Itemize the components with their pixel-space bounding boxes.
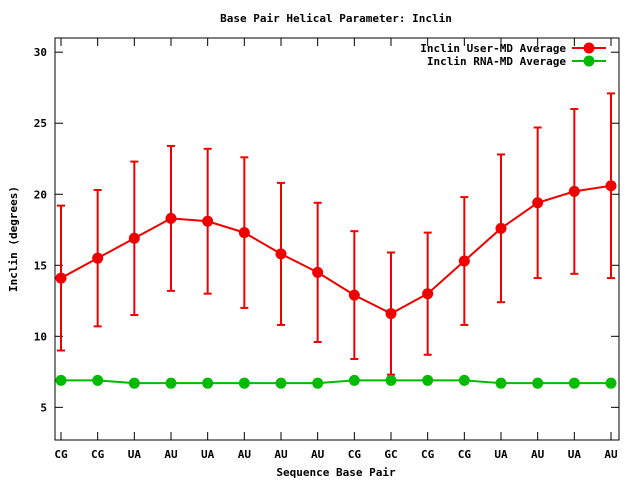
x-tick-label: AU bbox=[531, 448, 545, 461]
x-tick-label: AU bbox=[604, 448, 618, 461]
series-layer bbox=[55, 92, 617, 389]
data-point bbox=[275, 377, 287, 389]
data-point bbox=[348, 374, 360, 386]
series-line bbox=[61, 379, 611, 385]
data-point bbox=[128, 232, 140, 244]
legend-swatch-marker bbox=[583, 42, 595, 54]
data-point bbox=[495, 377, 507, 389]
data-point bbox=[92, 252, 104, 264]
y-tick-label: 15 bbox=[34, 259, 47, 272]
y-axis: 5 10 15 20 25 30 bbox=[34, 46, 619, 414]
x-tick-label: CG bbox=[348, 448, 362, 461]
x-tick-label: UA bbox=[201, 448, 215, 461]
data-point bbox=[568, 377, 580, 389]
data-point bbox=[568, 185, 580, 197]
series-group bbox=[55, 374, 617, 389]
data-point bbox=[385, 374, 397, 386]
y-tick-label: 25 bbox=[34, 117, 47, 130]
data-point bbox=[202, 377, 214, 389]
data-point bbox=[55, 374, 67, 386]
x-tick-label: CG bbox=[91, 448, 105, 461]
y-tick-label: 5 bbox=[40, 401, 47, 414]
x-tick-label: CG bbox=[54, 448, 68, 461]
y-tick-label: 30 bbox=[34, 46, 47, 59]
chart-title: Base Pair Helical Parameter: Inclin bbox=[220, 12, 452, 25]
x-tick-label: UA bbox=[494, 448, 508, 461]
data-point bbox=[458, 255, 470, 267]
data-point bbox=[55, 272, 67, 284]
data-point bbox=[422, 288, 434, 300]
data-point bbox=[532, 377, 544, 389]
x-tick-label: CG bbox=[421, 448, 435, 461]
data-point bbox=[92, 374, 104, 386]
data-point bbox=[458, 374, 470, 386]
y-axis-label: Inclin (degrees) bbox=[7, 186, 20, 292]
series-group bbox=[55, 92, 617, 376]
legend-swatch-marker bbox=[583, 55, 595, 67]
x-tick-label: UA bbox=[128, 448, 142, 461]
x-tick-label: AU bbox=[164, 448, 178, 461]
x-tick-label: AU bbox=[311, 448, 325, 461]
data-point bbox=[275, 248, 287, 260]
x-axis: CG CG UA AU UA AU AU AU CG GC CG CG UA AU UA AU bbox=[54, 38, 618, 461]
x-axis-label: Sequence Base Pair bbox=[276, 466, 396, 479]
legend-label: Inclin User-MD Average bbox=[420, 42, 566, 55]
plot-area bbox=[54, 37, 620, 441]
x-tick-label: AU bbox=[274, 448, 288, 461]
data-point bbox=[238, 227, 250, 239]
data-point bbox=[348, 289, 360, 301]
data-point bbox=[532, 197, 544, 209]
series-line bbox=[60, 184, 612, 315]
data-point bbox=[238, 377, 250, 389]
data-point bbox=[422, 374, 434, 386]
data-point bbox=[312, 377, 324, 389]
data-point bbox=[128, 377, 140, 389]
y-tick-label: 20 bbox=[34, 188, 47, 201]
data-point bbox=[165, 212, 177, 224]
data-point bbox=[605, 377, 617, 389]
x-tick-label: CG bbox=[458, 448, 472, 461]
y-tick-label: 10 bbox=[34, 330, 47, 343]
data-point bbox=[165, 377, 177, 389]
data-point bbox=[605, 180, 617, 192]
data-point bbox=[312, 266, 324, 278]
x-tick-label: UA bbox=[568, 448, 582, 461]
data-point bbox=[495, 222, 507, 234]
data-point bbox=[202, 215, 214, 227]
data-point bbox=[385, 308, 397, 320]
x-tick-label: AU bbox=[238, 448, 252, 461]
legend-label: Inclin RNA-MD Average bbox=[427, 55, 566, 68]
x-tick-label: GC bbox=[384, 448, 397, 461]
